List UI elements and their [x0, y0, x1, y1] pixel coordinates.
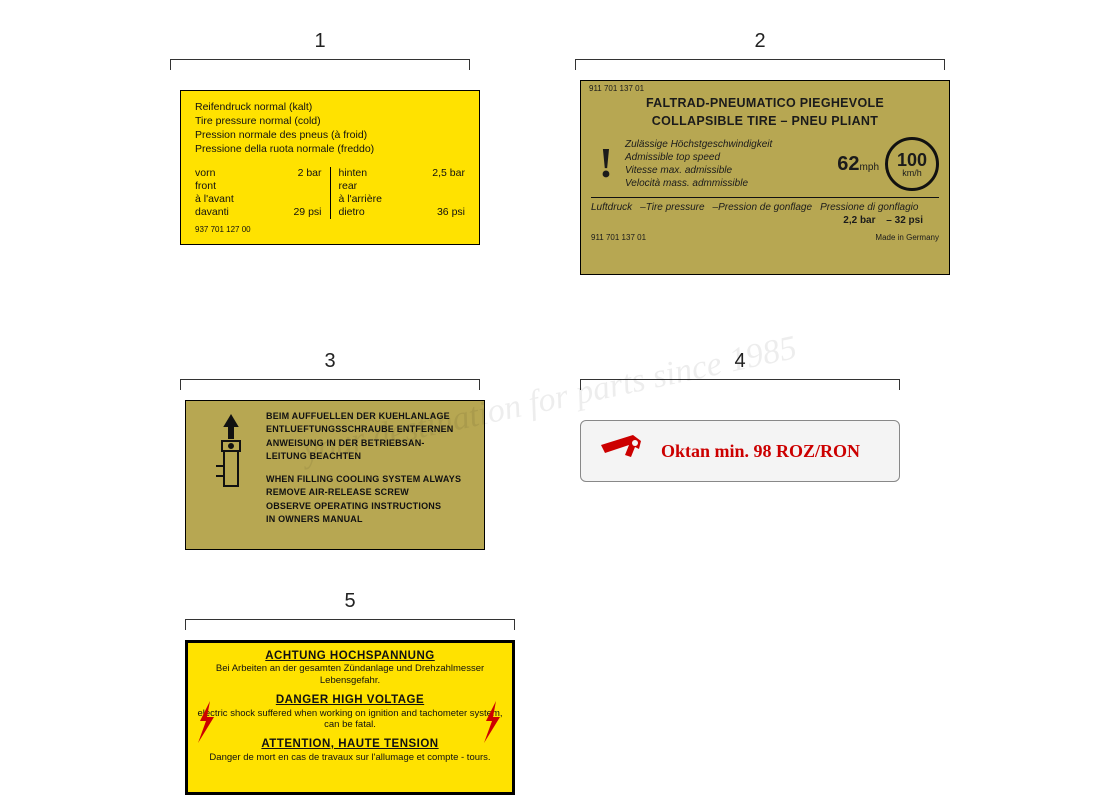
- kmh-circle: 100 km/h: [885, 137, 939, 191]
- front-bar: 2 bar: [298, 167, 322, 180]
- divider: [330, 167, 331, 220]
- lightning-bolt-icon: [482, 701, 504, 753]
- en-line: REMOVE AIR-RELEASE SCREW: [266, 487, 474, 498]
- header-en: Tire pressure normal (cold): [195, 115, 465, 128]
- rear-bar: 2,5 bar: [432, 167, 465, 180]
- callout-number: 3: [324, 350, 335, 373]
- rear-en: rear: [339, 180, 466, 193]
- press-en: Tire pressure: [646, 202, 705, 215]
- sub-de: Bei Arbeiten an der gesamten Zündanlage …: [196, 663, 504, 687]
- heading-en: DANGER HIGH VOLTAGE: [196, 693, 504, 707]
- part-number: 937 701 127 00: [195, 225, 465, 235]
- pressure-row: vorn2 bar front à l'avant davanti29 psi …: [195, 167, 465, 220]
- header-de: Reifendruck normal (kalt): [195, 101, 465, 114]
- callout-5: 5: [185, 590, 515, 631]
- rear-fr: à l'arrière: [339, 193, 466, 206]
- callout-bracket: [575, 59, 945, 71]
- sub-fr: Danger de mort en cas de travaux sur l'a…: [196, 752, 504, 764]
- title-line-2: COLLAPSIBLE TIRE – PNEU PLIANT: [581, 112, 949, 130]
- speed-en: Admissible top speed: [625, 151, 827, 164]
- en-line: IN OWNERS MANUAL: [266, 514, 474, 525]
- en-line: OBSERVE OPERATING INSTRUCTIONS: [266, 501, 474, 512]
- rear-col: hinten 2,5 bar rear à l'arrière dietro 36 …: [339, 167, 466, 220]
- rear-it: dietro: [339, 206, 365, 219]
- front-it: davanti: [195, 206, 229, 219]
- fuel-octane-label: Oktan min. 98 ROZ/RON: [580, 420, 900, 482]
- callout-2: 2: [575, 30, 945, 71]
- front-en: front: [195, 180, 322, 193]
- callout-bracket: [180, 379, 480, 391]
- header-it: Pressione della ruota normale (freddo): [195, 143, 465, 156]
- part-number-bottom: 911 701 137 01: [591, 233, 646, 243]
- rear-psi: 36 psi: [437, 206, 465, 219]
- callout-4: 4: [580, 350, 900, 391]
- collapsible-tire-label: 911 701 137 01 FALTRAD-PNEUMATICO PIEGHE…: [580, 80, 950, 275]
- octane-text: Oktan min. 98 ROZ/RON: [661, 440, 860, 463]
- speed-section: ! Zulässige Höchstgeschwindigkeit Admiss…: [581, 129, 949, 195]
- press-fr: Pression de gonflage: [718, 202, 812, 215]
- high-voltage-label: ACHTUNG HOCHSPANNUNG Bei Arbeiten an der…: [185, 640, 515, 795]
- sub-en: electric shock suffered when working on …: [196, 708, 504, 732]
- callout-number: 4: [734, 350, 745, 373]
- divider-line: [591, 197, 939, 198]
- callout-bracket: [185, 619, 515, 631]
- heading-de: ACHTUNG HOCHSPANNUNG: [196, 649, 504, 663]
- de-line: LEITUNG BEACHTEN: [266, 451, 474, 462]
- exclamation-icon: !: [591, 138, 621, 191]
- tire-pressure-label: Reifendruck normal (kalt) Tire pressure …: [180, 90, 480, 245]
- section-fr: ATTENTION, HAUTE TENSION Danger de mort …: [196, 737, 504, 763]
- pressure-section: Luftdruck – Tire pressure – Pression de …: [581, 200, 949, 229]
- mph-value: 62mph: [837, 152, 879, 177]
- speed-it: Velocità mass. admmissible: [625, 177, 827, 190]
- speed-fr: Vitesse max. admissible: [625, 164, 827, 177]
- made-in: Made in Germany: [875, 233, 939, 243]
- front-psi: 29 psi: [293, 206, 321, 219]
- fuel-nozzle-icon: [595, 431, 647, 472]
- front-col: vorn 2 bar front à l'avant davanti 29 psi: [195, 167, 322, 220]
- de-line: BEIM AUFFUELLEN DER KUEHLANLAGE: [266, 411, 474, 422]
- heading-fr: ATTENTION, HAUTE TENSION: [196, 737, 504, 751]
- callout-1: 1: [170, 30, 470, 71]
- press-values: 2,2 bar – 32 psi: [843, 215, 931, 228]
- press-de: Luftdruck: [591, 202, 632, 215]
- callout-number: 5: [344, 590, 355, 613]
- de-line: ENTLUEFTUNGSSCHRAUBE ENTFERNEN: [266, 424, 474, 435]
- part-number-top: 911 701 137 01: [581, 81, 949, 94]
- speed-de: Zulässige Höchstgeschwindigkeit: [625, 138, 827, 151]
- callout-bracket: [580, 379, 900, 391]
- lightning-bolt-icon: [196, 701, 218, 753]
- coolant-screw-icon: [196, 411, 266, 539]
- rear-de: hinten: [339, 167, 368, 180]
- section-de: ACHTUNG HOCHSPANNUNG Bei Arbeiten an der…: [196, 649, 504, 687]
- press-it: Pressione di gonflagio: [820, 202, 918, 215]
- de-line: ANWEISUNG IN DER BETRIEBSAN-: [266, 438, 474, 449]
- front-de: vorn: [195, 167, 215, 180]
- kmh-unit: km/h: [902, 169, 922, 178]
- callout-number: 1: [314, 30, 325, 53]
- section-en: DANGER HIGH VOLTAGE electric shock suffe…: [196, 693, 504, 731]
- title-line-1: FALTRAD-PNEUMATICO PIEGHEVOLE: [581, 94, 949, 112]
- speed-text: Zulässige Höchstgeschwindigkeit Admissib…: [621, 138, 831, 190]
- kmh-value: 100: [897, 151, 927, 169]
- en-line: WHEN FILLING COOLING SYSTEM ALWAYS: [266, 474, 474, 485]
- header-fr: Pression normale des pneus (à froid): [195, 129, 465, 142]
- front-fr: à l'avant: [195, 193, 322, 206]
- callout-bracket: [170, 59, 470, 71]
- label-text: BEIM AUFFUELLEN DER KUEHLANLAGE ENTLUEFT…: [266, 411, 474, 539]
- cooling-system-label: BEIM AUFFUELLEN DER KUEHLANLAGE ENTLUEFT…: [185, 400, 485, 550]
- callout-3: 3: [180, 350, 480, 391]
- footer: 911 701 137 01 Made in Germany: [581, 229, 949, 245]
- callout-number: 2: [754, 30, 765, 53]
